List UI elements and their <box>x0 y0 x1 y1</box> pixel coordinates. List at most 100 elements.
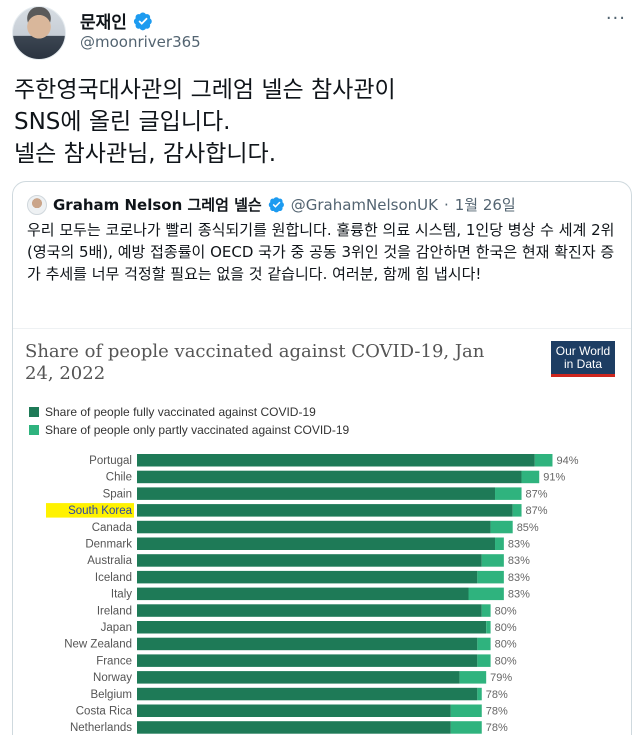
bar-partly-vaccinated <box>512 504 522 517</box>
bar-partly-vaccinated <box>468 587 504 601</box>
category-label: New Zealand <box>64 639 132 651</box>
value-label: 78% <box>486 706 508 718</box>
quoted-author-name[interactable]: Graham Nelson 그레엄 넬슨 <box>53 196 262 214</box>
owid-logo-line: in Data <box>563 357 603 371</box>
bar-partly-vaccinated <box>477 654 491 667</box>
bar-partly-vaccinated <box>481 604 491 617</box>
tweet-line: SNS에 올린 글입니다. <box>14 109 231 135</box>
value-label: 79% <box>490 672 512 684</box>
legend-swatch-partly <box>29 425 39 435</box>
bar-partly-vaccinated <box>490 520 513 534</box>
category-label: Australia <box>87 555 132 567</box>
vaccination-chart-image[interactable]: Share of people vaccinated against COVID… <box>13 328 631 735</box>
value-label: 78% <box>486 722 508 734</box>
legend-swatch-fully <box>29 407 39 417</box>
tweet-text: 주한영국대사관의 그레엄 넬슨 참사관이 SNS에 올린 글입니다. 넬슨 참사… <box>14 74 624 170</box>
value-label: 83% <box>508 539 530 551</box>
value-label: 80% <box>495 622 517 634</box>
bar-partly-vaccinated <box>477 570 504 584</box>
category-label: Norway <box>93 672 132 684</box>
bar-fully-vaccinated <box>137 671 460 684</box>
bar-partly-vaccinated <box>477 687 482 701</box>
category-label: Ireland <box>97 605 132 617</box>
bar-partly-vaccinated <box>459 671 487 684</box>
owid-logo-line: Our World <box>555 344 611 358</box>
bar-partly-vaccinated <box>534 454 553 467</box>
author-handle[interactable]: @moonriver365 <box>80 33 201 51</box>
bar-partly-vaccinated <box>450 721 482 734</box>
legend-item-fully: Share of people fully vaccinated against… <box>29 403 349 421</box>
quoted-tweet[interactable]: Graham Nelson 그레엄 넬슨 @GrahamNelsonUK · 1… <box>12 181 632 735</box>
value-label: 83% <box>508 589 530 601</box>
bar-partly-vaccinated <box>450 704 482 717</box>
bar-fully-vaccinated <box>137 687 478 701</box>
bar-fully-vaccinated <box>137 470 522 484</box>
bar-partly-vaccinated <box>477 637 491 651</box>
bar-fully-vaccinated <box>137 654 478 667</box>
header-separator: · <box>443 195 449 214</box>
category-label: France <box>96 655 132 667</box>
tweet-line: 주한영국대사관의 그레엄 넬슨 참사관이 <box>14 77 396 103</box>
legend-item-partly: Share of people only partly vaccinated a… <box>29 421 349 439</box>
quoted-tweet-text: 우리 모두는 코로나가 빨리 종식되기를 원합니다. 훌륭한 의료 시스템, 1… <box>27 221 615 283</box>
legend-label-partly: Share of people only partly vaccinated a… <box>45 423 350 437</box>
bar-fully-vaccinated <box>137 637 478 651</box>
value-label: 80% <box>495 605 517 617</box>
bar-partly-vaccinated <box>495 537 504 550</box>
value-label: 94% <box>556 455 578 467</box>
bar-fully-vaccinated <box>137 721 451 734</box>
bar-fully-vaccinated <box>137 454 535 467</box>
category-label: Netherlands <box>70 722 132 734</box>
bar-chart-plot: Portugal 94% Chile 91% Spain 87% South Korea 87… <box>46 454 579 734</box>
value-label: 87% <box>526 505 548 517</box>
chart-legend: Share of people fully vaccinated against… <box>29 403 349 439</box>
category-label: Belgium <box>90 689 132 701</box>
bar-fully-vaccinated <box>137 554 482 567</box>
category-label: Spain <box>103 488 132 500</box>
bar-fully-vaccinated <box>137 621 487 634</box>
author-display-name[interactable]: 문재인 <box>80 13 127 33</box>
bar-partly-vaccinated <box>481 554 504 567</box>
value-label: 80% <box>495 639 517 651</box>
category-label: Denmark <box>85 539 132 551</box>
bar-fully-vaccinated <box>137 520 491 534</box>
bar-partly-vaccinated <box>486 621 491 634</box>
value-label: 91% <box>543 472 565 484</box>
category-label: South Korea <box>68 505 133 517</box>
chart-title: Share of people vaccinated against COVID… <box>25 341 485 384</box>
bar-fully-vaccinated <box>137 604 482 617</box>
bar-partly-vaccinated <box>495 487 522 500</box>
bar-fully-vaccinated <box>137 487 496 500</box>
author-name-row: 문재인 <box>80 8 153 33</box>
tweet-line: 넬슨 참사관님, 감사합니다. <box>14 141 277 167</box>
bar-fully-vaccinated <box>137 504 513 517</box>
verified-badge-icon <box>268 197 284 213</box>
category-label: Iceland <box>95 572 132 584</box>
bar-fully-vaccinated <box>137 537 496 550</box>
value-label: 87% <box>526 488 548 500</box>
bar-fully-vaccinated <box>137 587 469 601</box>
bar-fully-vaccinated <box>137 704 451 717</box>
value-label: 78% <box>486 689 508 701</box>
bar-fully-vaccinated <box>137 570 478 584</box>
quoted-tweet-date[interactable]: 1월 26일 <box>454 196 516 214</box>
value-label: 83% <box>508 555 530 567</box>
category-label: Chile <box>106 472 132 484</box>
category-label: Italy <box>111 589 132 601</box>
value-label: 80% <box>495 655 517 667</box>
category-label: Costa Rica <box>76 706 133 718</box>
value-label: 85% <box>517 522 539 534</box>
quoted-tweet-header: Graham Nelson 그레엄 넬슨 @GrahamNelsonUK · 1… <box>27 194 516 215</box>
legend-label-fully: Share of people fully vaccinated against… <box>45 405 316 419</box>
more-icon[interactable]: ··· <box>605 8 626 29</box>
bar-partly-vaccinated <box>521 470 540 484</box>
quoted-author-handle[interactable]: @GrahamNelsonUK <box>290 195 438 214</box>
quoted-author-avatar[interactable] <box>27 194 47 215</box>
category-label: Canada <box>92 522 133 534</box>
category-label: Japan <box>101 622 132 634</box>
owid-logo: Our World in Data <box>551 341 615 377</box>
category-label: Portugal <box>89 455 132 467</box>
verified-badge-icon <box>133 12 152 30</box>
author-avatar[interactable] <box>12 6 66 60</box>
highlight-marker <box>46 503 134 518</box>
